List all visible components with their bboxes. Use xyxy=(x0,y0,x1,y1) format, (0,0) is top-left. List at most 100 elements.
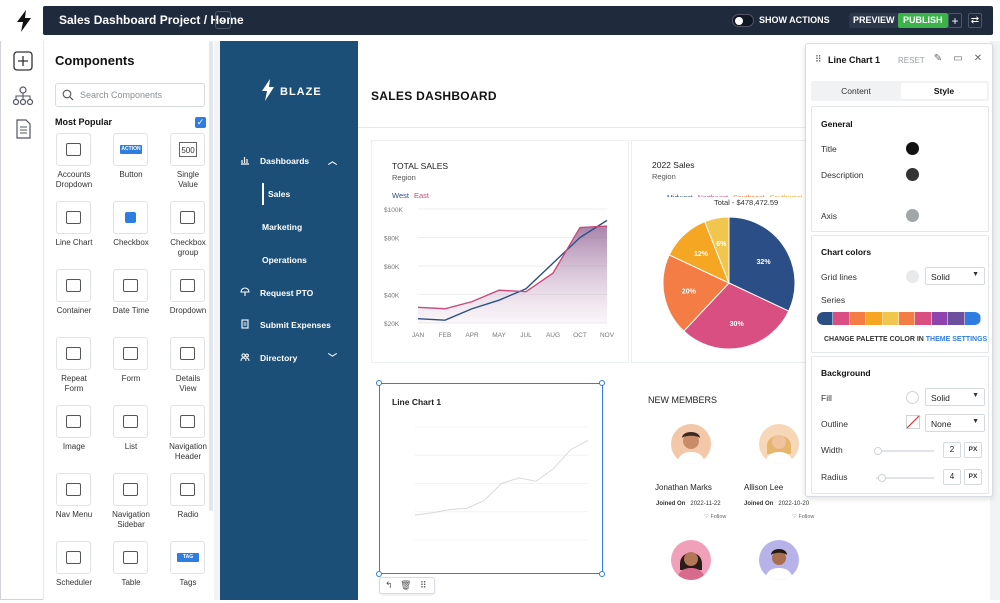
palette-swatch[interactable] xyxy=(964,312,981,325)
component-tile[interactable]: Checkbox xyxy=(102,201,160,263)
bolt-logo-icon[interactable] xyxy=(14,10,34,32)
palette-swatch[interactable] xyxy=(833,312,850,325)
avatar[interactable] xyxy=(759,424,799,464)
drag-handle-icon[interactable]: ⠿ xyxy=(815,54,822,64)
radius-unit[interactable]: PX xyxy=(964,469,982,485)
grid-lines-style-select[interactable]: Solid ▼ xyxy=(925,267,985,285)
nav-item-request-pto[interactable]: Request PTO xyxy=(220,282,358,304)
nav-item-directory[interactable]: Directory ﹀ xyxy=(220,347,358,369)
panel-layout-icon[interactable]: ▭ xyxy=(953,53,963,64)
resize-handle-tl[interactable] xyxy=(376,380,382,386)
component-tile[interactable]: 500 Single Value xyxy=(159,133,217,195)
component-tile[interactable]: Scheduler xyxy=(45,541,103,603)
component-tile[interactable]: Repeat Form xyxy=(45,337,103,399)
component-tile[interactable]: Radio xyxy=(159,473,217,535)
palette-swatch[interactable] xyxy=(882,312,900,325)
fill-style-select[interactable]: Solid ▼ xyxy=(925,388,985,406)
add-component-icon[interactable] xyxy=(12,50,34,72)
palette-swatch[interactable] xyxy=(866,312,883,325)
total-sales-card[interactable]: TOTAL SALES Region West East $100K $80K $6… xyxy=(371,140,629,363)
line-chart-1-card[interactable]: Line Chart 1 xyxy=(379,383,603,574)
reset-button[interactable]: RESET xyxy=(898,56,925,65)
avatar[interactable] xyxy=(671,424,711,464)
resize-handle-br[interactable] xyxy=(599,571,605,577)
width-slider[interactable] xyxy=(874,447,934,455)
tab-content[interactable]: Content xyxy=(841,86,871,96)
follow-button[interactable]: ♡ Follow xyxy=(792,514,815,520)
component-tile[interactable]: ACTION Button xyxy=(102,133,160,195)
swap-icon[interactable]: ⇄ xyxy=(968,13,982,28)
follow-button[interactable]: ♡ Follow xyxy=(704,514,727,520)
component-tile[interactable]: Date Time xyxy=(102,269,160,331)
add-icon[interactable]: + xyxy=(948,13,962,28)
nav-item-operations[interactable]: Operations xyxy=(262,249,352,271)
publish-button[interactable]: PUBLISH xyxy=(898,13,948,28)
component-tile[interactable]: List xyxy=(102,405,160,467)
nav-item-submit-expenses[interactable]: Submit Expenses xyxy=(220,314,358,336)
chevron-down-icon[interactable]: ⌄ xyxy=(215,11,231,29)
resize-handle-tr[interactable] xyxy=(599,380,605,386)
avatar[interactable] xyxy=(671,540,711,580)
theme-settings-link[interactable]: THEME SETTINGS xyxy=(925,336,988,343)
component-tile[interactable]: Form xyxy=(102,337,160,399)
blaze-logo[interactable]: BLAZE xyxy=(260,79,321,104)
component-tile[interactable]: Accounts Dropdown xyxy=(45,133,103,195)
components-scrollbar[interactable] xyxy=(209,41,213,511)
breadcrumb[interactable]: Sales Dashboard Project / Home xyxy=(59,13,244,27)
palette-swatch[interactable] xyxy=(915,312,932,325)
search-input[interactable] xyxy=(80,88,200,102)
palette-swatch[interactable] xyxy=(899,312,916,325)
component-tile[interactable]: Checkbox group xyxy=(159,201,217,263)
sales-2022-card[interactable]: 2022 Sales Region Midwest Northeast Southe… xyxy=(631,140,825,363)
tab-style[interactable]: Style xyxy=(901,83,987,99)
component-tile[interactable]: Details View xyxy=(159,337,217,399)
trash-icon[interactable]: 🗑 xyxy=(400,580,412,590)
select-parent-icon[interactable]: ↰ xyxy=(385,580,393,590)
legend-west[interactable]: West xyxy=(392,191,409,200)
pie-legend-item[interactable]: Northeast xyxy=(698,195,728,197)
radius-slider[interactable] xyxy=(876,474,934,482)
width-input[interactable]: 2 xyxy=(943,442,961,458)
pie-legend-item[interactable]: Southwest xyxy=(770,195,803,197)
show-actions-toggle[interactable] xyxy=(732,14,754,27)
legend-east[interactable]: East xyxy=(414,191,430,200)
nav-item-sales[interactable]: Sales xyxy=(262,183,352,205)
axis-color-swatch[interactable] xyxy=(906,209,919,222)
preview-button[interactable]: PREVIEW xyxy=(849,13,899,28)
resize-handle-bl[interactable] xyxy=(376,571,382,577)
radius-input[interactable]: 4 xyxy=(943,469,961,485)
palette-swatch[interactable] xyxy=(948,312,965,325)
grid-lines-color-swatch[interactable] xyxy=(906,270,919,283)
brush-icon[interactable]: ✎ xyxy=(933,53,943,64)
palette-swatch[interactable] xyxy=(931,312,949,325)
component-tile[interactable]: Table xyxy=(102,541,160,603)
pie-legend-item[interactable]: Midwest xyxy=(667,195,693,197)
fill-color-swatch[interactable] xyxy=(906,391,919,404)
palette-swatch[interactable] xyxy=(849,312,867,325)
page-icon[interactable] xyxy=(12,118,34,140)
outline-style-select[interactable]: None ▼ xyxy=(925,414,985,432)
nav-item-dashboards[interactable]: Dashboards ︿ xyxy=(220,150,358,172)
series-palette[interactable] xyxy=(817,312,981,325)
palette-swatch[interactable] xyxy=(817,312,834,325)
component-tile[interactable]: Navigation Sidebar xyxy=(102,473,160,535)
component-tile[interactable]: Line Chart xyxy=(45,201,103,263)
component-tile[interactable]: TAG Tags xyxy=(159,541,217,603)
component-tile[interactable]: Nav Menu xyxy=(45,473,103,535)
close-icon[interactable]: ✕ xyxy=(973,53,983,64)
drag-handle-icon[interactable]: ⠿ xyxy=(420,580,427,590)
most-popular-checkbox[interactable]: ✓ xyxy=(195,117,206,128)
description-color-swatch[interactable] xyxy=(906,168,919,181)
component-tile[interactable]: Navigation Header xyxy=(159,405,217,467)
pie-legend-item[interactable]: Southeast xyxy=(733,195,765,197)
component-tile[interactable]: Container xyxy=(45,269,103,331)
avatar[interactable] xyxy=(759,540,799,580)
no-color-swatch-icon[interactable] xyxy=(906,415,920,429)
chevron-down-icon: ﹀ xyxy=(328,353,338,363)
database-icon[interactable] xyxy=(12,85,34,107)
nav-item-marketing[interactable]: Marketing xyxy=(262,216,352,238)
component-tile[interactable]: Dropdown xyxy=(159,269,217,331)
component-tile[interactable]: Image xyxy=(45,405,103,467)
width-unit[interactable]: PX xyxy=(964,442,982,458)
title-color-swatch[interactable] xyxy=(906,142,919,155)
